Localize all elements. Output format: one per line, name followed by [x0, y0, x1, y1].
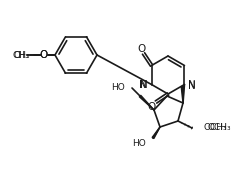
- Text: HO: HO: [132, 139, 146, 149]
- Text: N: N: [188, 81, 196, 91]
- Text: N: N: [139, 81, 147, 91]
- Text: O: O: [147, 102, 155, 112]
- Polygon shape: [181, 86, 184, 103]
- Polygon shape: [152, 127, 160, 139]
- Text: N: N: [188, 80, 196, 90]
- Text: OCH₃: OCH₃: [204, 123, 228, 132]
- Text: N: N: [140, 80, 147, 90]
- Text: O: O: [40, 50, 48, 60]
- Polygon shape: [139, 95, 154, 110]
- Text: O: O: [40, 50, 48, 60]
- Text: HO: HO: [111, 84, 125, 92]
- Text: O: O: [137, 43, 146, 53]
- Text: OCH₃: OCH₃: [207, 123, 231, 132]
- Text: CH₃: CH₃: [13, 50, 30, 60]
- Text: CH₃: CH₃: [13, 50, 29, 60]
